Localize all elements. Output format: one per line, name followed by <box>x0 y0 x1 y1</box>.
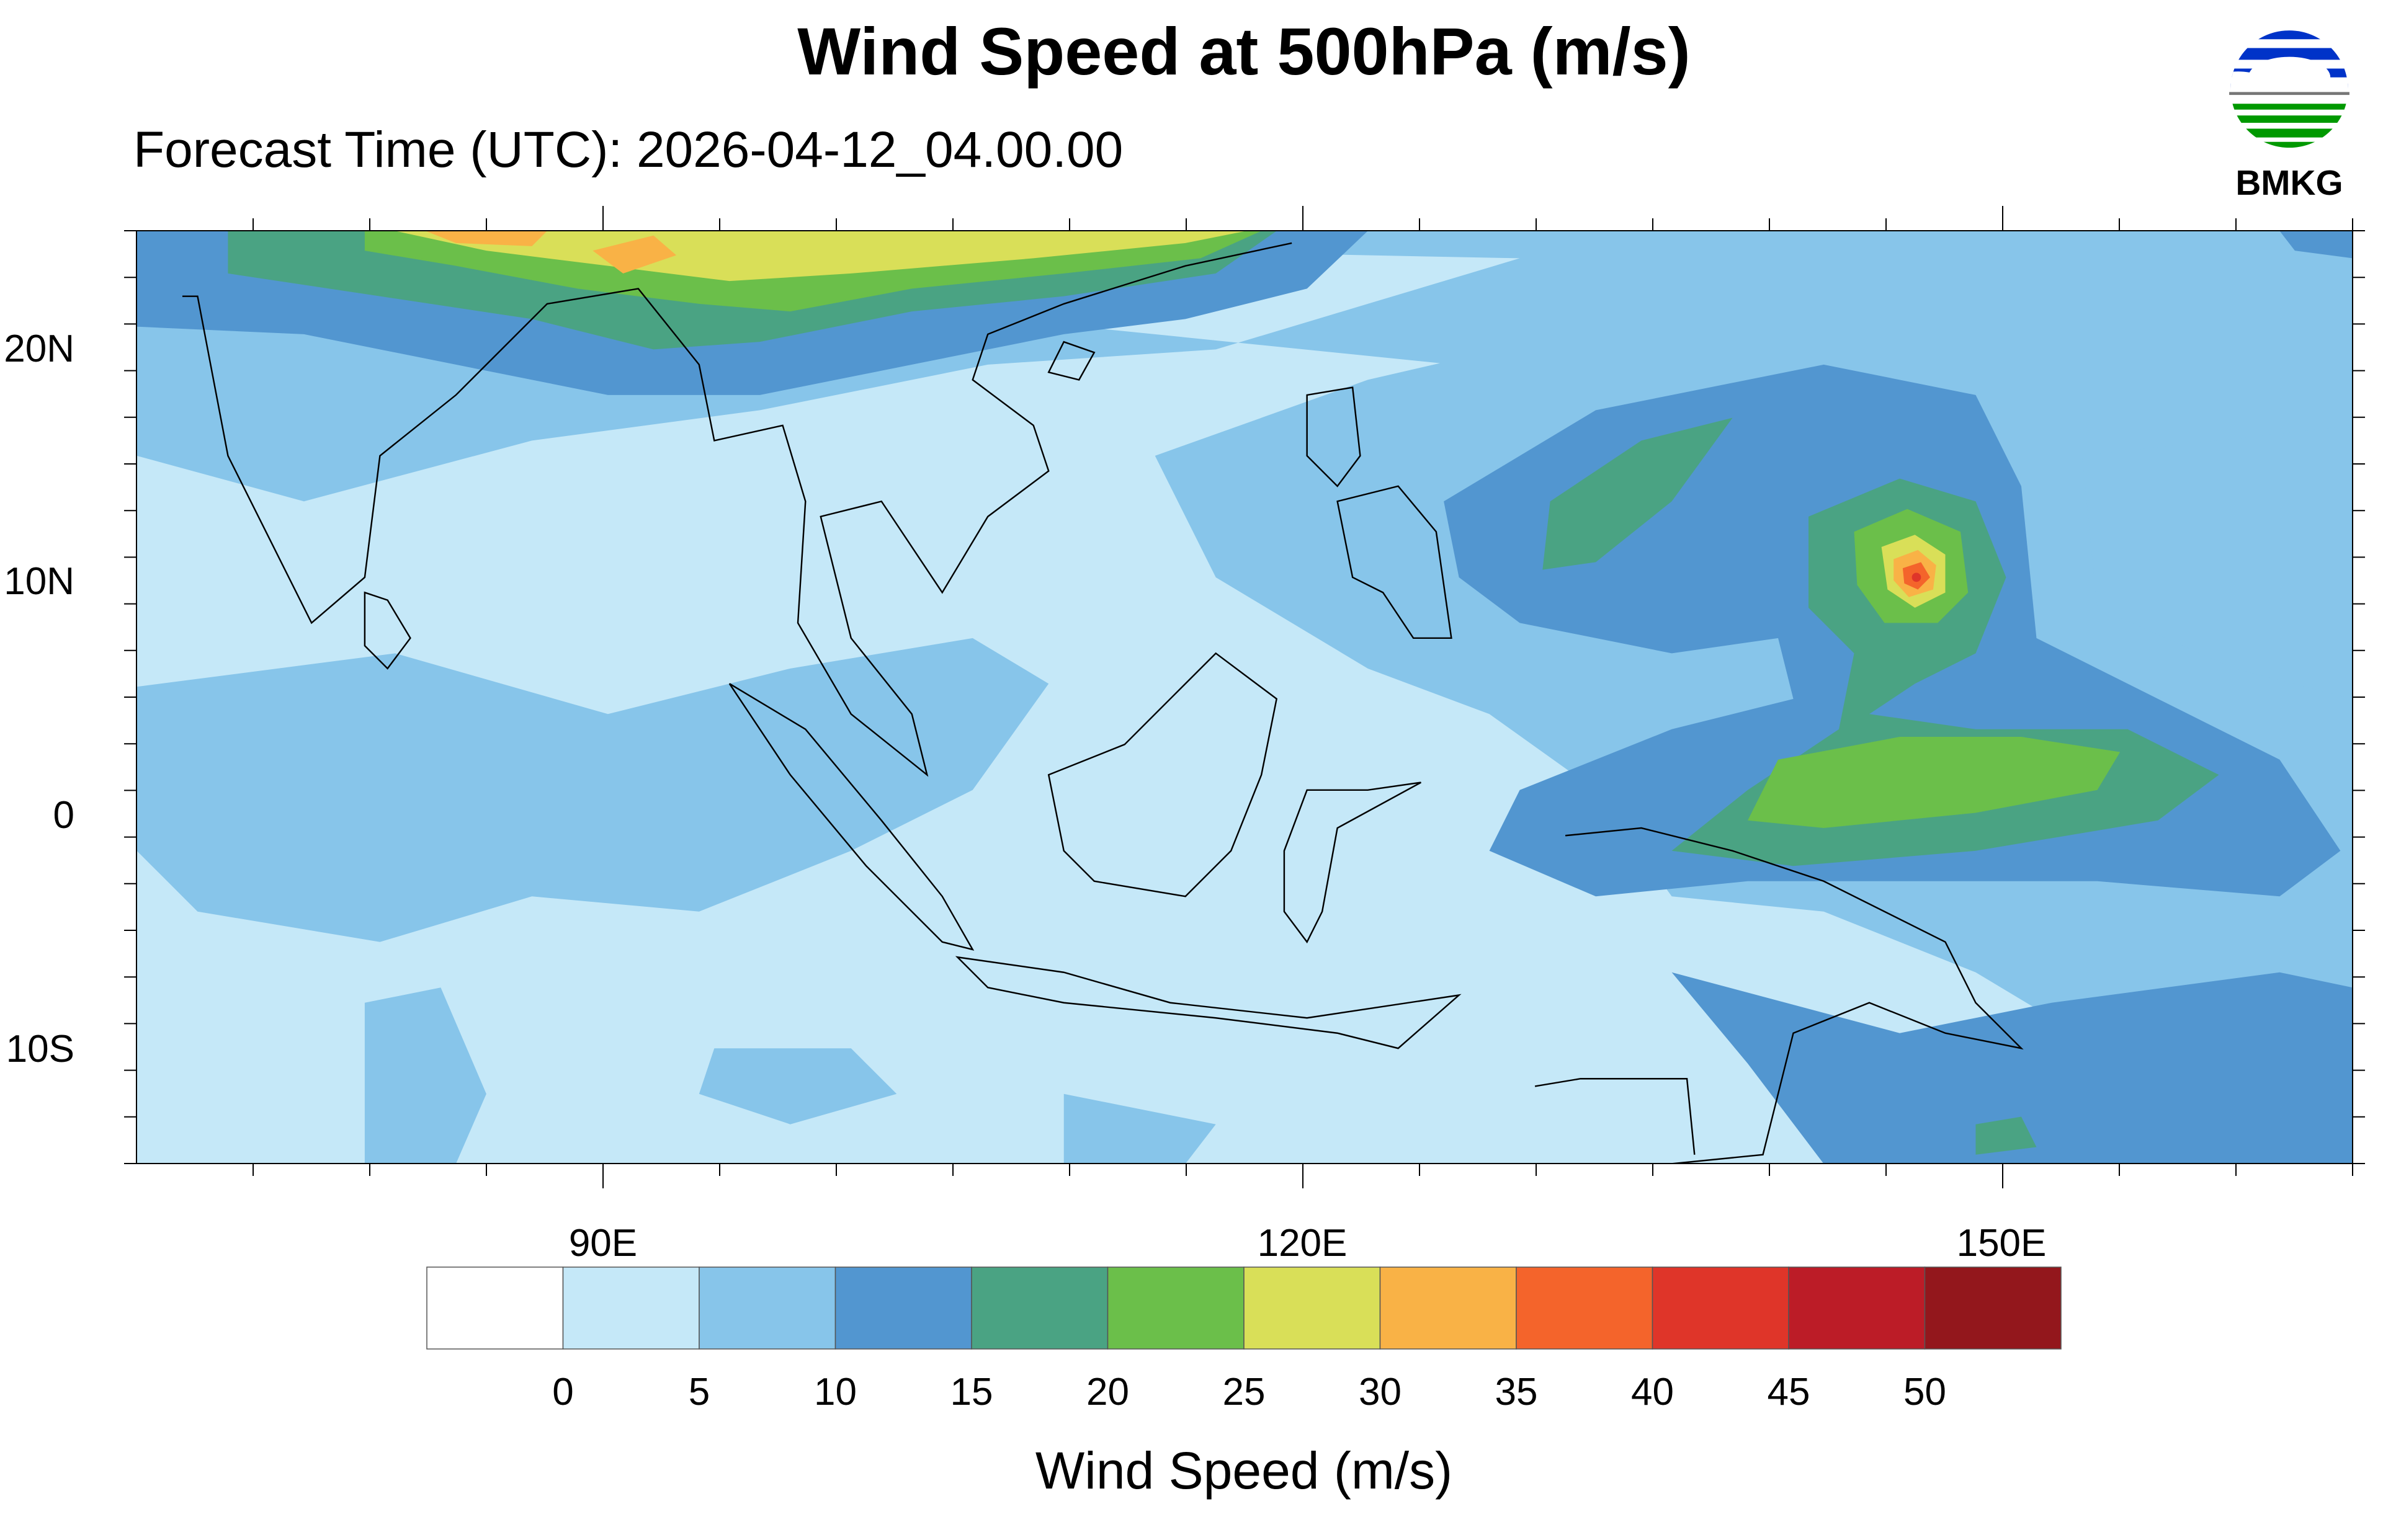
colorbar-swatch <box>1788 1266 1926 1350</box>
y-tick-label: 10N <box>4 560 74 603</box>
logo-text: BMKG <box>2235 164 2343 203</box>
forecast-time: Forecast Time (UTC): 2026-04-12_04.00.00 <box>133 122 1124 178</box>
colorbar-swatch <box>699 1266 836 1350</box>
x-tick-label: 120E <box>1258 1222 1348 1265</box>
colorbar-swatch <box>1243 1266 1381 1350</box>
colorbar-level-label: 5 <box>689 1371 710 1413</box>
colorbar-level-label: 25 <box>1223 1371 1266 1413</box>
axis-ticks <box>124 206 2365 1188</box>
colorbar-labels: 0 5 10 15 20 25 30 35 40 45 50 <box>552 1371 1946 1413</box>
colorbar-level-label: 40 <box>1631 1371 1674 1413</box>
field-25-30 <box>395 231 1246 282</box>
colorbar-swatch <box>1652 1266 1789 1350</box>
colorbar-swatch <box>562 1266 700 1350</box>
field-40-45 <box>1911 572 1921 582</box>
colorbar-swatch <box>1516 1266 1653 1350</box>
x-tick-label: 150E <box>1957 1222 2047 1265</box>
colorbar-swatch <box>1107 1266 1245 1350</box>
colorbar-level-label: 20 <box>1086 1371 1129 1413</box>
y-tick-label: 20N <box>4 327 74 370</box>
colorbar-swatch <box>834 1266 972 1350</box>
field-20-25 <box>1748 737 2121 829</box>
colorbar <box>426 1266 2062 1350</box>
field-15-20 <box>1542 417 1733 570</box>
colorbar-level-label: 30 <box>1359 1371 1402 1413</box>
field-5-10 <box>364 425 2353 1164</box>
y-tick-label: 0 <box>53 794 74 837</box>
colorbar-swatch <box>1924 1266 2062 1350</box>
colorbar-level-label: 15 <box>950 1371 993 1413</box>
colorbar-title: Wind Speed (m/s) <box>1035 1441 1452 1500</box>
x-tick-labels: 90E 120E 150E <box>569 1222 2047 1265</box>
colorbar-level-label: 50 <box>1903 1371 1946 1413</box>
colorbar-swatch <box>971 1266 1109 1350</box>
field-5-10 <box>136 638 1049 942</box>
bmkg-logo: BMKG <box>2229 30 2349 203</box>
colorbar-swatch <box>426 1266 564 1350</box>
wind-field <box>136 231 2353 1164</box>
colorbar-swatch <box>1379 1266 1517 1350</box>
colorbar-level-label: 35 <box>1495 1371 1538 1413</box>
x-tick-label: 90E <box>569 1222 637 1265</box>
y-tick-label: 10S <box>6 1028 74 1070</box>
colorbar-level-label: 0 <box>552 1371 573 1413</box>
coastlines <box>182 242 2024 1164</box>
colorbar-level-label: 10 <box>814 1371 857 1413</box>
chart-title: Wind Speed at 500hPa (m/s) <box>797 14 1691 89</box>
field-15-20 <box>1975 1116 2037 1155</box>
field-10-15 <box>1671 231 2353 1164</box>
colorbar-level-label: 45 <box>1768 1371 1810 1413</box>
y-tick-labels: 20N 10N 0 10S <box>4 327 74 1070</box>
